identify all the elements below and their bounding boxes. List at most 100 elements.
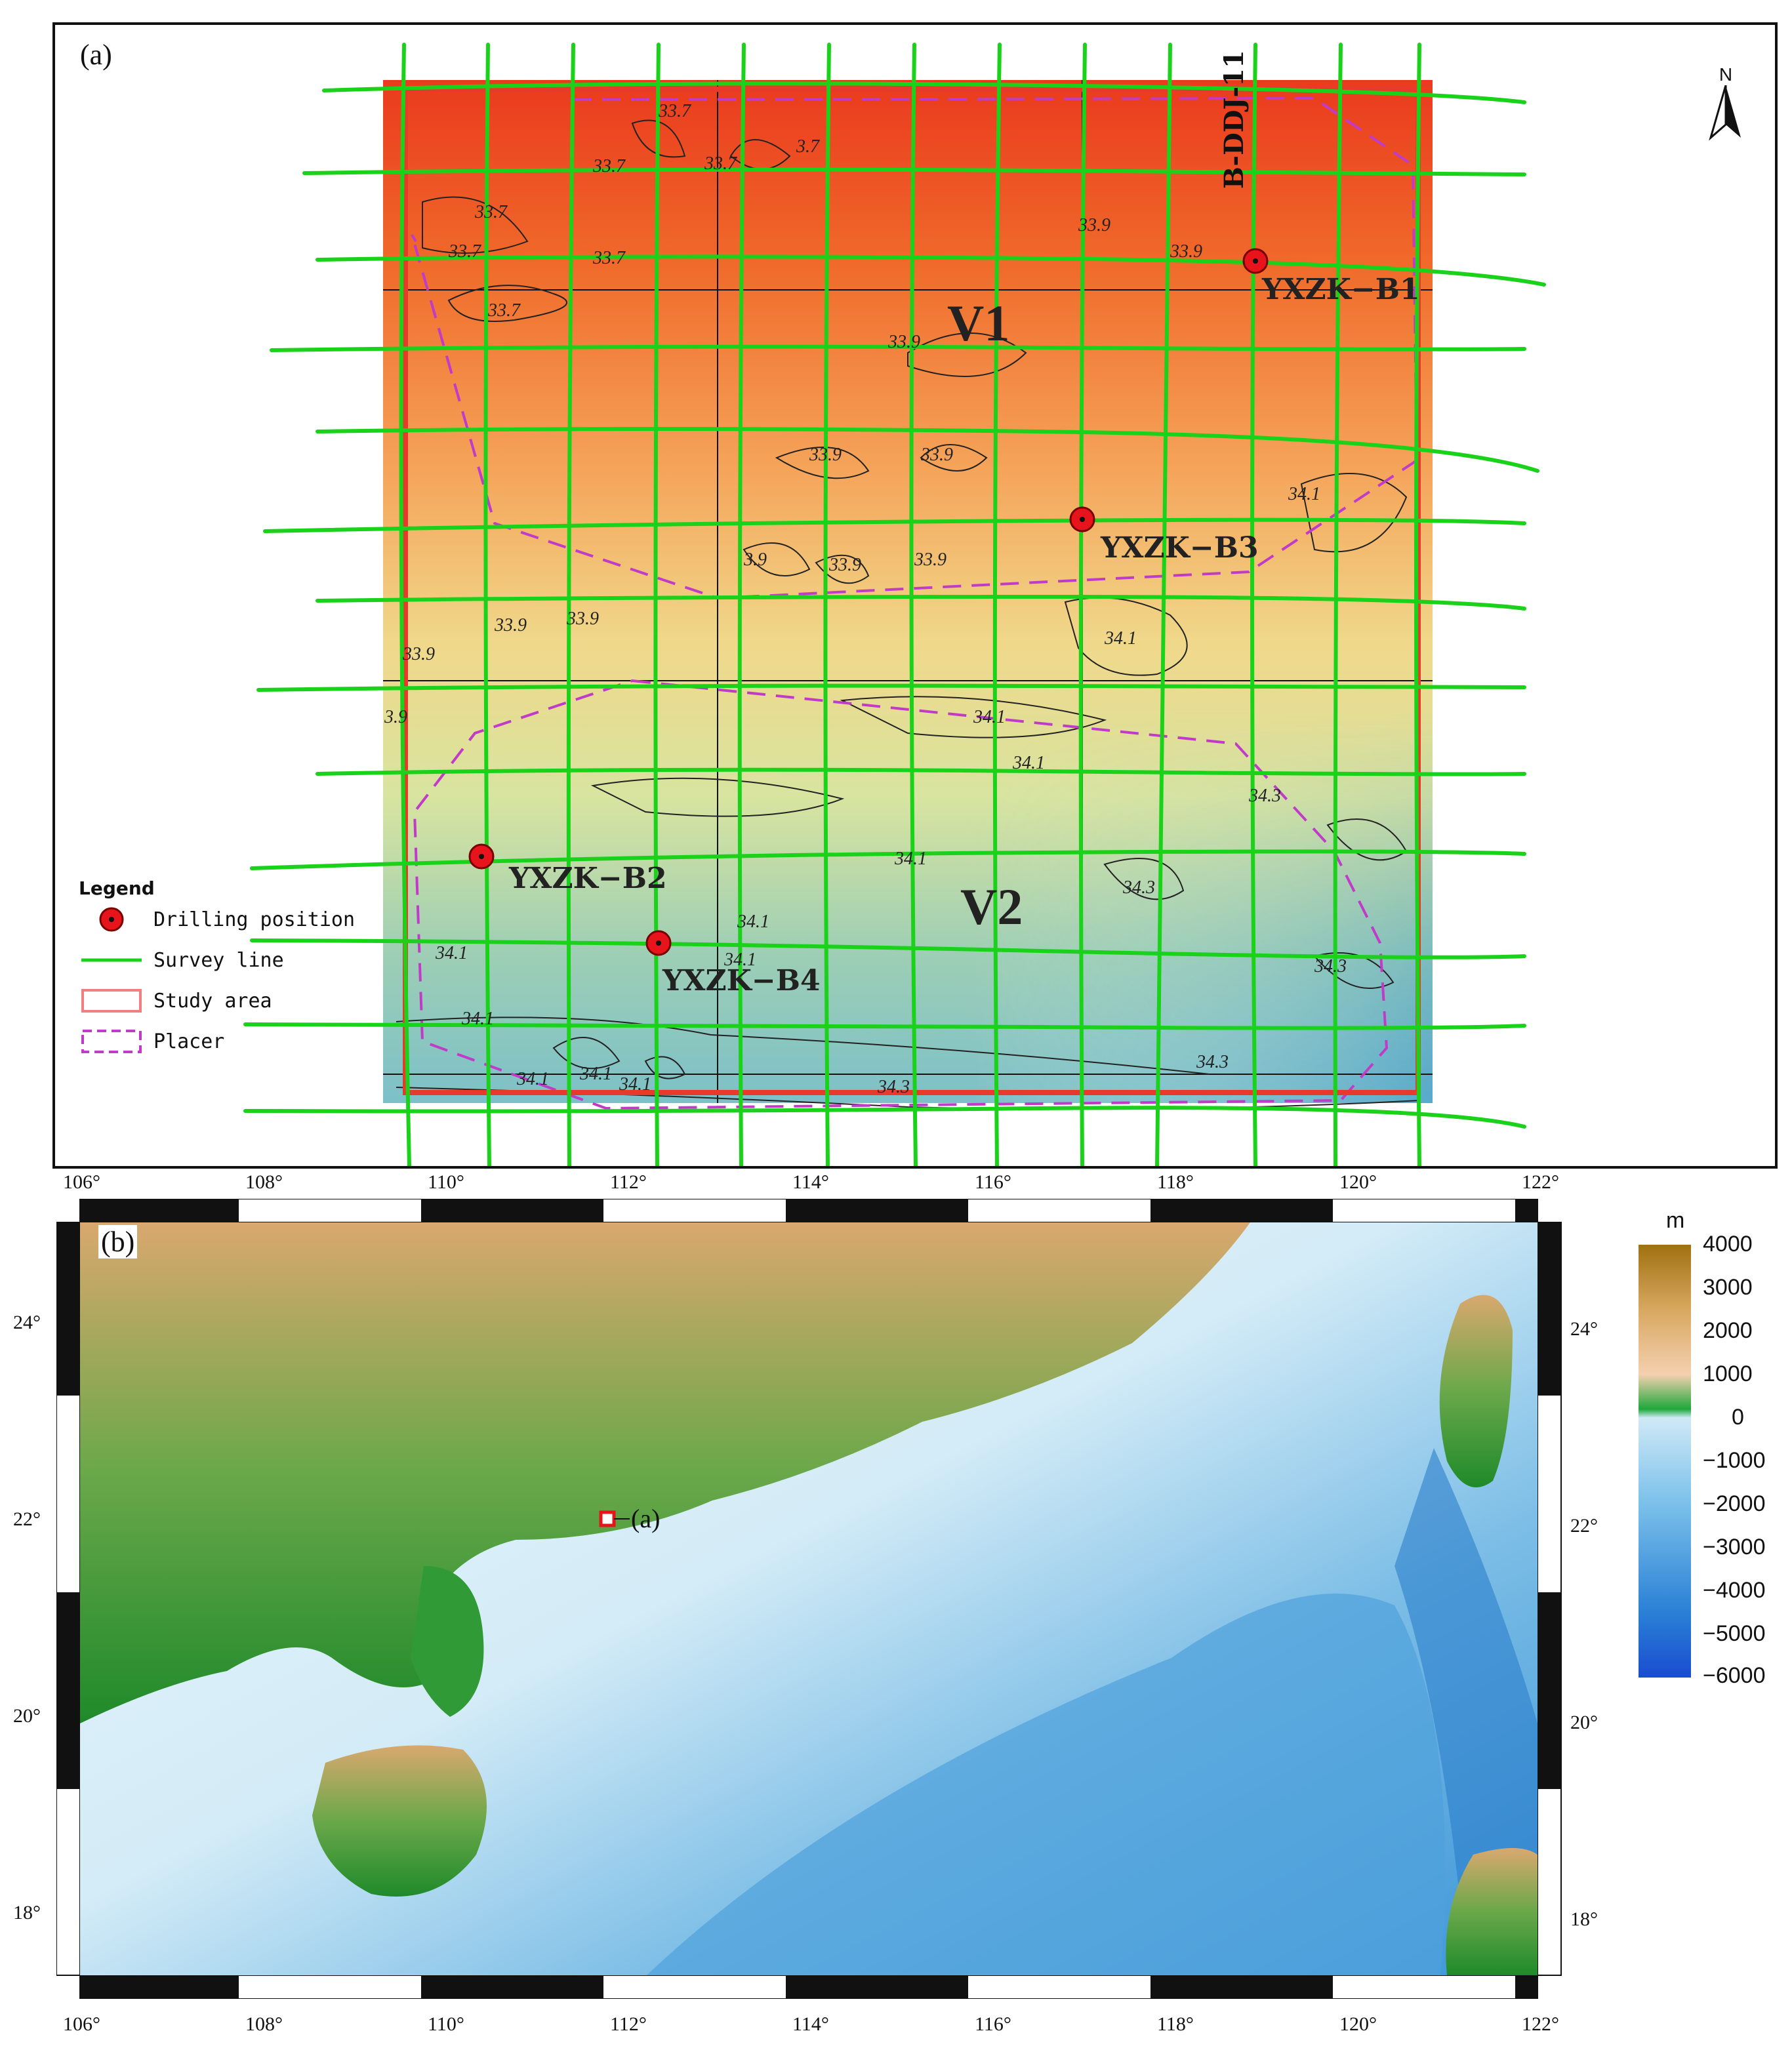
survey-map — [243, 43, 1546, 1166]
lon-tick: 118° — [1157, 1171, 1194, 1193]
contour-label: 33.9 — [403, 644, 435, 664]
lat-tick: 20° — [1570, 1712, 1598, 1733]
contour-label: 34.1 — [580, 1064, 612, 1084]
contour-label: 34.1 — [436, 943, 468, 963]
drill-label-b3: YXZK−B3 — [1101, 531, 1259, 565]
colorbar-label: −5000 — [1703, 1621, 1766, 1646]
legend-item-placer: Placer — [79, 1021, 433, 1062]
drill-label-b1: YXZK−B1 — [1262, 273, 1420, 306]
frame-right — [1537, 1222, 1562, 1976]
lon-tick: 106° — [63, 1171, 100, 1193]
contour-label: 33.7 — [704, 153, 737, 174]
index-label: (a) — [631, 1504, 661, 1533]
study-area-icon — [79, 988, 144, 1014]
north-label: N — [1719, 64, 1733, 85]
contour-label: 33.9 — [921, 445, 953, 465]
contour-label: 33.7 — [475, 202, 507, 222]
contour-label: 33.7 — [659, 101, 691, 121]
contour-label: 34.1 — [1288, 484, 1320, 504]
contour-label: 34.1 — [724, 950, 756, 970]
contour-label: 34.1 — [973, 707, 1006, 727]
contour-label: 33.9 — [1170, 241, 1202, 262]
deep-basin — [647, 1594, 1445, 1975]
drilling-position-icon — [79, 906, 144, 933]
colorbar-label: 4000 — [1703, 1232, 1753, 1257]
contour-label: 33.7 — [488, 300, 520, 321]
mainland-land — [80, 1222, 1250, 1723]
lat-tick: 18° — [13, 1902, 41, 1923]
lon-tick: 112° — [610, 1171, 647, 1193]
contour-label: 3.9 — [744, 550, 767, 570]
drill-label-b2: YXZK−B2 — [509, 862, 667, 895]
contour-label: 34.1 — [1013, 753, 1045, 773]
lon-tick: 112° — [610, 2013, 647, 2035]
drill-label-b4: YXZK−B4 — [662, 964, 821, 997]
frame-bottom — [79, 1975, 1538, 1999]
zone-label-v2: V2 — [960, 878, 1023, 935]
colorbar-label: 1000 — [1703, 1361, 1753, 1386]
drilling-points — [468, 248, 1269, 956]
lon-tick: 118° — [1157, 2013, 1194, 2035]
colorbar-label: −4000 — [1703, 1578, 1766, 1603]
colorbar-unit: m — [1666, 1208, 1685, 1233]
drill-point-b2 — [468, 843, 495, 870]
contour-label: 33.9 — [914, 550, 947, 570]
contour-label: 33.7 — [593, 156, 625, 176]
drill-point-b1 — [1242, 248, 1269, 274]
contour-label: 33.7 — [593, 248, 625, 268]
legend-item-study: Study area — [79, 980, 433, 1021]
contour-label: 34.1 — [462, 1009, 494, 1029]
lat-tick: 18° — [1570, 1908, 1598, 1930]
frame-top — [79, 1199, 1538, 1223]
lon-tick: 122° — [1522, 2013, 1559, 2035]
legend-label: Placer — [153, 1030, 225, 1053]
legend-label: Survey line — [153, 948, 284, 972]
contour-label: 3.9 — [384, 707, 407, 727]
contour-label: 33.9 — [829, 555, 861, 575]
survey-line-icon — [79, 947, 144, 973]
lon-tick: 122° — [1522, 1171, 1559, 1193]
colorbar-label: 0 — [1732, 1405, 1744, 1430]
contour-label: 34.1 — [1105, 628, 1137, 649]
contour-label: 34.3 — [1314, 956, 1347, 976]
contour-label: 33.7 — [449, 241, 481, 262]
colorbar-label: −1000 — [1703, 1448, 1766, 1473]
contour-label: 34.1 — [619, 1074, 651, 1095]
legend-item-survey: Survey line — [79, 940, 433, 980]
hainan-island — [312, 1745, 487, 1897]
leizhou-land — [411, 1566, 484, 1717]
lon-tick: 120° — [1339, 2013, 1377, 2035]
north-arrow-icon — [1709, 85, 1741, 141]
colorbar-label: 2000 — [1703, 1318, 1753, 1343]
luzon-land — [1446, 1848, 1537, 1975]
lat-tick: 24° — [13, 1312, 41, 1333]
drill-point-b3 — [1069, 506, 1095, 533]
survey-lines-vertical — [399, 43, 1421, 1166]
contour-label: 34.3 — [878, 1077, 910, 1097]
legend: Legend Drilling position Survey line Stu… — [79, 877, 433, 1062]
colorbar-label: −3000 — [1703, 1535, 1766, 1559]
north-arrow: N — [1703, 64, 1749, 150]
colorbar-label: 3000 — [1703, 1275, 1753, 1300]
lon-tick: 110° — [428, 2013, 464, 2035]
lon-tick: 108° — [245, 2013, 283, 2035]
contour-label: 34.1 — [737, 912, 769, 932]
contour-label: 33.9 — [809, 445, 842, 465]
lat-tick: 24° — [1570, 1318, 1598, 1340]
contour-label: 33.9 — [888, 332, 920, 352]
legend-label: Study area — [153, 989, 272, 1013]
contour-label: 33.9 — [567, 609, 599, 629]
legend-title: Legend — [79, 877, 155, 899]
contour-label: 34.1 — [517, 1069, 549, 1089]
taiwan-island — [1439, 1295, 1513, 1487]
regional-map — [56, 1199, 1562, 1999]
contour-label: 34.3 — [1249, 786, 1281, 806]
panel-a-label: (a) — [80, 39, 112, 71]
placer-outline — [411, 96, 1419, 1110]
contour-label: 34.3 — [1196, 1052, 1229, 1072]
panel-b: (b) (a) — [56, 1199, 1565, 1999]
placer-icon — [79, 1028, 144, 1055]
lon-tick: 106° — [63, 2013, 100, 2035]
lon-tick: 116° — [975, 2013, 1011, 2035]
east-trench — [1395, 1448, 1537, 1975]
